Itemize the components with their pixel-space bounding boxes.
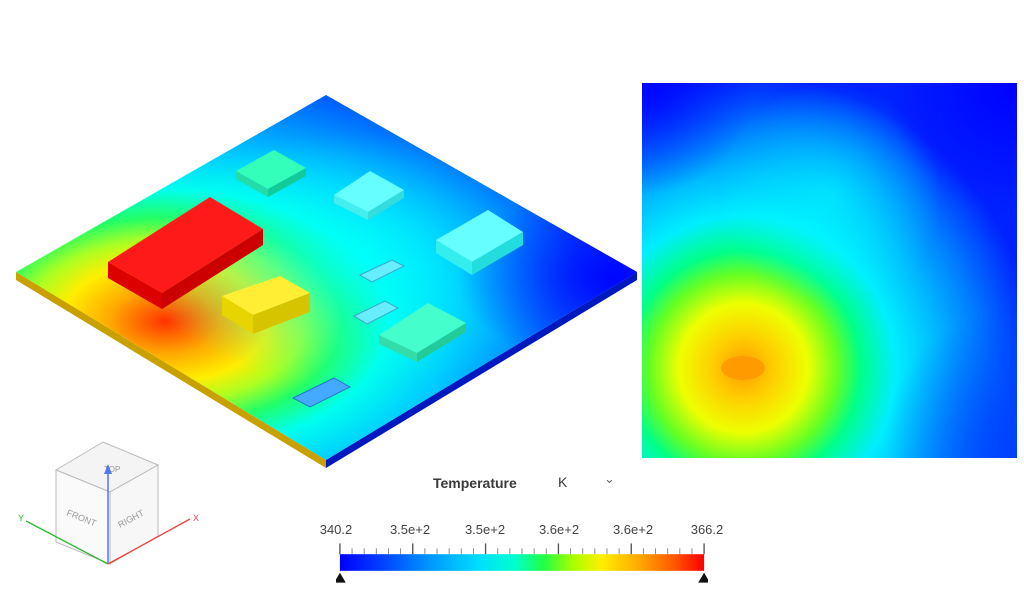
top-view-contour-plot[interactable] [642, 83, 1017, 458]
min-range-handle[interactable] [336, 572, 346, 583]
legend-tick-label: 3.6e+2 [538, 522, 580, 537]
warm-component-block[interactable] [222, 276, 310, 334]
component-block-center[interactable] [334, 171, 404, 220]
thin-pads [291, 259, 406, 408]
max-range-handle[interactable] [698, 572, 708, 583]
legend-tick-label: 3.5e+2 [464, 522, 506, 537]
hotspot-marker [721, 356, 765, 380]
x-axis-label: X [193, 513, 199, 523]
chevron-down-icon: ⌄ [604, 471, 615, 486]
board-side-left [16, 272, 326, 468]
cube-top-label: TOP [104, 465, 120, 474]
unit-dropdown[interactable]: K ⌄ [556, 471, 626, 493]
legend-min-label: 340.2 [319, 522, 353, 537]
contour-cold-bottom-right [642, 83, 1017, 458]
colorbar-gradient [339, 554, 705, 571]
hot-component-block[interactable] [108, 197, 263, 309]
legend-tick-label: 3.5e+2 [389, 522, 431, 537]
colorbar-ticks [339, 543, 705, 555]
board-side-right [326, 272, 637, 468]
x-axis-line [107, 518, 191, 565]
legend-title: Temperature [433, 475, 517, 491]
temperature-colorbar[interactable] [336, 540, 708, 586]
component-block-lower[interactable] [379, 303, 466, 362]
y-axis-label: Y [18, 513, 24, 523]
z-axis-arrow-icon [104, 464, 112, 474]
component-block-top-left[interactable] [236, 150, 306, 197]
isometric-board-model[interactable] [16, 95, 637, 468]
unit-dropdown-value: K [558, 474, 568, 490]
view-navigation-cube[interactable]: TOP FRONT RIGHT X Y [8, 430, 218, 580]
legend-max-label: 366.2 [690, 522, 724, 537]
legend-tick-label: 3.6e+2 [612, 522, 654, 537]
y-axis-line [25, 520, 109, 565]
board-cold-corner [16, 95, 637, 460]
component-block-right[interactable] [436, 210, 523, 275]
